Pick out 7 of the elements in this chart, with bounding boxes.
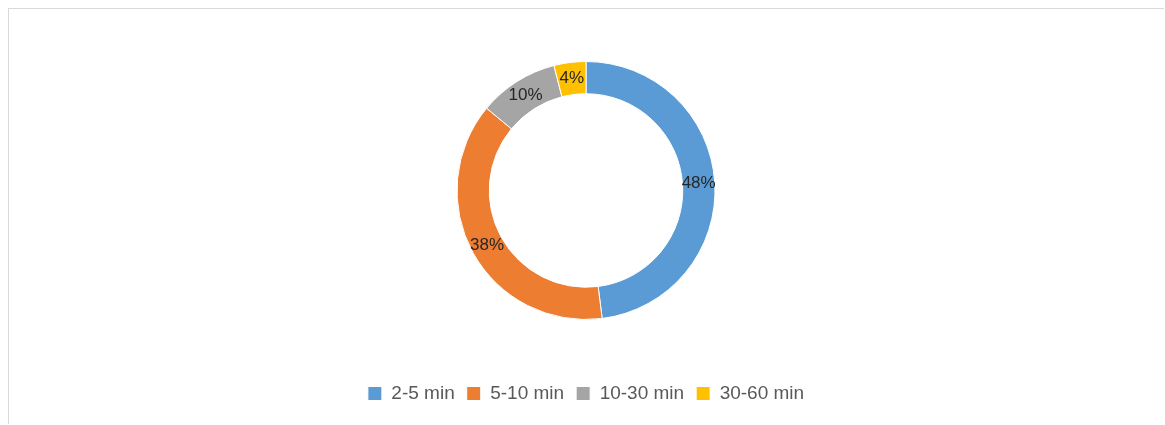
data-label: 38%	[470, 234, 505, 254]
data-label: 4%	[559, 68, 585, 88]
legend-label: 2-5 min	[391, 381, 455, 403]
data-label: 10%	[508, 84, 543, 104]
legend-label: 10-30 min	[599, 381, 685, 403]
legend-label: 30-60 min	[719, 381, 805, 403]
legend-label: 5-10 min	[490, 381, 565, 403]
